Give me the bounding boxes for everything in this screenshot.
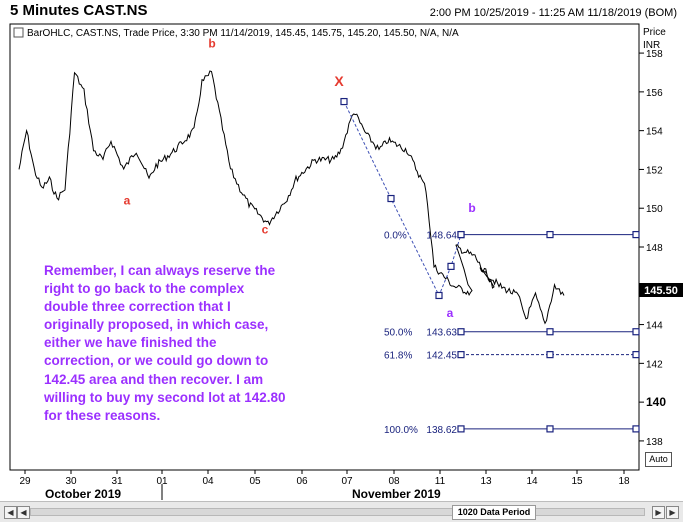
x-tick-label: 08: [388, 476, 400, 487]
x-tick-label: 05: [249, 476, 261, 487]
month-label: October 2019: [45, 487, 121, 501]
x-tick-label: 29: [19, 476, 31, 487]
scroll-track[interactable]: [30, 508, 645, 516]
fib-value-label: 148.64: [426, 231, 457, 242]
fib-marker: [632, 230, 640, 239]
y-tick-label: 148: [646, 243, 663, 254]
x-tick-label: 13: [480, 476, 492, 487]
fib-marker: [457, 351, 465, 359]
x-tick-label: 18: [618, 476, 630, 487]
x-tick-label: 06: [296, 476, 308, 487]
scroll-bar[interactable]: ◀ ◀ 1020 Data Period ▶ ▶: [0, 501, 683, 522]
zoom-in-icon[interactable]: ▶: [652, 506, 665, 519]
y-tick-label: 144: [646, 321, 663, 332]
fib-marker: [546, 230, 554, 239]
wave-label: a: [447, 306, 454, 320]
fib-value-label: 142.45: [426, 351, 457, 362]
wave-label: b: [468, 201, 475, 215]
scroll-right-icon[interactable]: ▶: [666, 506, 679, 519]
wave-node-marker: [387, 194, 395, 203]
fib-value-label: 138.62: [426, 425, 457, 436]
auto-scale-button[interactable]: Auto: [645, 452, 672, 467]
wave-label: c: [262, 222, 269, 236]
fib-marker: [457, 230, 465, 239]
fib-value-label: 143.63: [426, 328, 457, 339]
currency-label: INR: [643, 40, 661, 51]
analysis-note: Remember, I can always reserve the right…: [44, 263, 286, 423]
chart-title: 5 Minutes CAST.NS: [10, 2, 148, 19]
price-chart[interactable]: 1381401421441461481501521541561582930310…: [0, 0, 683, 501]
y-tick-label: 150: [646, 204, 663, 215]
fib-marker: [546, 425, 554, 433]
month-label: November 2019: [352, 487, 441, 501]
wave-node-marker: [340, 97, 348, 106]
wave-label: X: [334, 73, 344, 89]
fib-percent-label: 61.8%: [384, 351, 412, 362]
fib-percent-label: 0.0%: [384, 231, 407, 242]
data-period-label: 1020 Data Period: [452, 505, 536, 520]
y-tick-label: 154: [646, 127, 663, 138]
chart-settings-icon[interactable]: [13, 27, 24, 38]
wave-node-marker: [435, 291, 443, 300]
wave-node-marker: [447, 262, 455, 270]
y-tick-label: 138: [646, 437, 663, 448]
zoom-out-icon[interactable]: ◀: [17, 506, 30, 519]
scroll-left-icon[interactable]: ◀: [4, 506, 17, 519]
fib-marker: [457, 328, 465, 336]
fib-marker: [632, 328, 640, 336]
last-price-tag: 145.50: [644, 285, 678, 297]
y-tick-label: 142: [646, 359, 663, 370]
y-tick-label: 152: [646, 165, 663, 176]
price-unit-label: Price INR: [643, 26, 666, 52]
fib-marker: [546, 351, 554, 359]
x-tick-label: 11: [435, 476, 446, 487]
price-bars-series: [18, 70, 565, 325]
x-tick-label: 15: [571, 476, 583, 487]
date-range: 2:00 PM 10/25/2019 - 11:25 AM 11/18/2019…: [429, 7, 677, 19]
wave-label: b: [208, 36, 215, 50]
fib-marker: [632, 425, 640, 433]
x-tick-label: 14: [526, 476, 538, 487]
x-tick-label: 30: [65, 476, 77, 487]
fib-marker: [457, 425, 465, 433]
fib-marker: [632, 351, 640, 359]
x-tick-label: 01: [156, 476, 168, 487]
plot-area: [9, 23, 640, 471]
y-tick-label: 140: [646, 395, 666, 409]
x-tick-label: 31: [111, 476, 123, 487]
chart-header: 5 Minutes CAST.NS 2:00 PM 10/25/2019 - 1…: [0, 0, 683, 24]
price-axis-title: Price: [643, 27, 666, 38]
last-price-tag-bg: [639, 283, 683, 297]
wave-label: a: [124, 193, 131, 207]
chart-legend: BarOHLC, CAST.NS, Trade Price, 3:30 PM 1…: [27, 28, 459, 39]
x-tick-label: 07: [341, 476, 353, 487]
y-tick-label: 156: [646, 88, 663, 99]
y-tick-label: 158: [646, 49, 663, 60]
fib-percent-label: 100.0%: [384, 425, 418, 436]
fib-percent-label: 50.0%: [384, 328, 412, 339]
fib-marker: [546, 328, 554, 336]
x-tick-label: 04: [202, 476, 214, 487]
